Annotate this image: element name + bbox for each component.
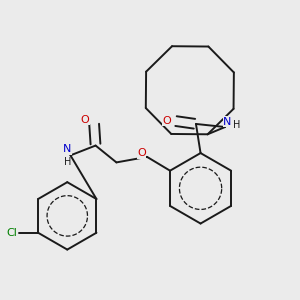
Text: O: O <box>80 115 89 124</box>
Text: Cl: Cl <box>6 228 17 238</box>
Text: N: N <box>223 116 232 127</box>
Text: O: O <box>163 116 171 126</box>
Text: O: O <box>137 148 146 158</box>
Text: H: H <box>233 120 240 130</box>
Text: H: H <box>64 157 72 167</box>
Text: N: N <box>63 144 72 154</box>
